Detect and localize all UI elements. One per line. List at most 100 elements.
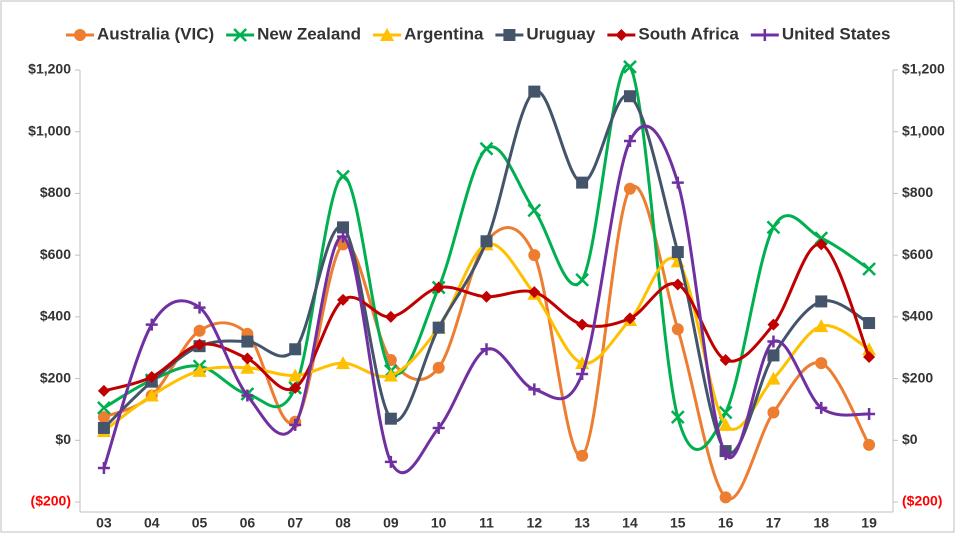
marker — [97, 401, 111, 415]
y-tick-label: $800 — [40, 184, 71, 200]
legend-item: Argentina — [373, 24, 484, 43]
marker — [767, 406, 780, 419]
marker — [766, 371, 781, 385]
marker — [623, 60, 637, 74]
x-tick-label: 06 — [240, 515, 256, 531]
marker — [575, 272, 590, 287]
marker — [384, 455, 397, 468]
marker — [193, 338, 206, 351]
marker — [767, 349, 780, 362]
marker — [814, 231, 829, 246]
marker — [862, 262, 876, 276]
marker — [289, 381, 302, 394]
marker — [480, 235, 493, 248]
y-tick-label: $0 — [55, 431, 71, 447]
x-tick-label: 11 — [479, 515, 494, 531]
marker — [576, 176, 589, 189]
marker — [241, 335, 254, 348]
marker — [97, 421, 110, 434]
y2-tick-label: ($200) — [902, 493, 942, 509]
legend-label: United States — [782, 24, 891, 43]
marker — [719, 491, 732, 504]
marker — [767, 335, 780, 348]
marker — [766, 220, 781, 235]
series — [97, 238, 876, 397]
marker — [528, 383, 541, 396]
y2-tick-label: $0 — [902, 431, 918, 447]
legend-item: Uruguay — [495, 24, 596, 43]
marker — [193, 324, 206, 337]
marker — [623, 134, 636, 147]
marker — [528, 249, 541, 262]
marker — [623, 182, 636, 195]
marker — [336, 356, 351, 370]
marker — [718, 417, 733, 431]
marker — [241, 352, 254, 365]
marker — [719, 448, 732, 461]
marker — [480, 290, 493, 303]
marker — [863, 317, 876, 330]
marker — [576, 367, 589, 380]
marker — [337, 230, 350, 243]
marker — [337, 293, 350, 306]
y2-tick-label: $800 — [902, 184, 933, 200]
marker — [528, 286, 541, 299]
legend-marker — [380, 28, 395, 41]
marker — [432, 421, 445, 434]
legend-marker — [74, 29, 86, 41]
x-tick-label: 08 — [335, 515, 351, 531]
marker — [815, 401, 828, 414]
x-tick-label: 12 — [527, 515, 543, 531]
marker — [192, 363, 207, 377]
marker — [863, 350, 876, 363]
marker — [145, 318, 158, 331]
marker — [576, 449, 589, 462]
y2-tick-label: $1,000 — [902, 122, 945, 138]
x-tick-label: 17 — [766, 515, 782, 531]
x-tick-label: 07 — [287, 515, 303, 531]
marker — [862, 342, 877, 356]
legend-label: Uruguay — [526, 24, 596, 43]
marker — [671, 176, 684, 189]
legend-marker — [615, 29, 628, 41]
y2-tick-label: $400 — [902, 308, 933, 324]
marker — [576, 318, 589, 331]
marker — [479, 141, 494, 156]
legend-item: New Zealand — [226, 24, 361, 43]
marker — [670, 410, 685, 425]
x-tick-label: 09 — [383, 515, 399, 531]
marker — [623, 90, 636, 103]
marker — [814, 319, 829, 333]
y-tick-label: ($200) — [31, 493, 71, 509]
legend-marker — [503, 29, 516, 41]
marker — [97, 384, 110, 397]
x-tick-label: 18 — [813, 515, 829, 531]
legend-label: New Zealand — [257, 24, 361, 43]
marker — [671, 246, 684, 259]
y2-tick-label: $600 — [902, 246, 933, 262]
y-tick-label: $1,200 — [28, 61, 71, 77]
legend-label: South Africa — [638, 24, 739, 43]
legend-label: Australia (VIC) — [97, 24, 214, 43]
marker — [336, 169, 350, 184]
marker — [383, 368, 398, 382]
marker — [241, 389, 254, 402]
marker — [193, 301, 206, 314]
marker — [97, 411, 110, 424]
marker — [671, 278, 684, 291]
y-tick-label: $400 — [40, 308, 71, 324]
x-tick-label: 10 — [431, 515, 447, 531]
marker — [289, 418, 302, 431]
x-tick-label: 15 — [670, 515, 686, 531]
legend-marker — [233, 28, 248, 42]
y-tick-label: $1,000 — [28, 122, 71, 138]
x-tick-label: 14 — [622, 515, 638, 531]
marker — [432, 281, 445, 294]
marker — [384, 310, 397, 323]
x-tick-label: 13 — [574, 515, 590, 531]
marker — [767, 318, 780, 331]
marker — [815, 238, 828, 251]
marker — [623, 312, 636, 325]
